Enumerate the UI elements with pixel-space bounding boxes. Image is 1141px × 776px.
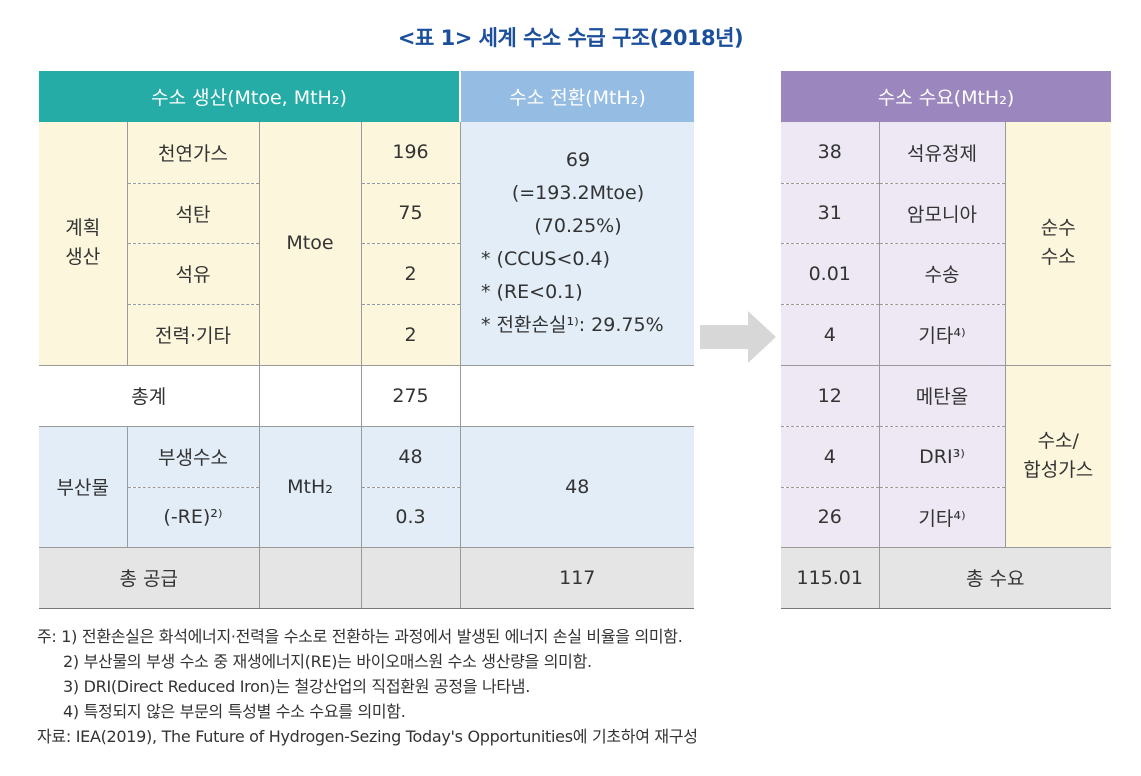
total-demand-value: 115.01: [781, 547, 880, 609]
demand-value: 38: [781, 122, 880, 184]
subtotal-value: 275: [360, 365, 461, 427]
production-source-name: 전력·기타: [126, 304, 260, 366]
demand-header: 수소 수요(MtH₂): [781, 71, 1111, 122]
byproduct-label: 부산물: [39, 426, 128, 548]
table-title: <표 1> 세계 수소 수급 구조(2018년): [397, 26, 744, 50]
byproduct-source-value: 48: [360, 426, 461, 488]
demand-value: 4: [781, 304, 880, 366]
byproduct-unit: MtH₂: [258, 426, 362, 548]
demand-value: 12: [781, 365, 880, 427]
production-header: 수소 생산(Mtoe, MtH₂): [39, 71, 460, 122]
byproduct-conversion-value: 48: [459, 426, 694, 548]
demand-value: 26: [781, 487, 880, 548]
demand-sector: 기타⁴⁾: [878, 487, 1006, 548]
total-demand-label: 총 수요: [878, 547, 1111, 609]
planned-unit: Mtoe: [258, 122, 362, 366]
demand-sector: 수송: [878, 243, 1006, 305]
demand-value: 4: [781, 426, 880, 488]
total-supply-spacer: [360, 547, 461, 609]
source-line: 자료: IEA(2019), The Future of Hydrogen-Se…: [37, 727, 698, 746]
demand-table: 수소 수요(MtH₂) 38 석유정제 순수 수소 31 암모니아 0.01 수송…: [781, 71, 1111, 609]
byproduct-source-value: 0.3: [360, 487, 461, 548]
conversion-header: 수소 전환(MtH₂): [459, 71, 694, 122]
demand-sector: 메탄올: [878, 365, 1006, 427]
conversion-note: * (RE<0.1): [481, 281, 583, 303]
byproduct-source-name: 부생수소: [126, 426, 260, 488]
planned-conversion-cell: [459, 122, 694, 366]
demand-value: 0.01: [781, 243, 880, 305]
demand-sector: DRI³⁾: [878, 426, 1006, 488]
production-source-value: 2: [360, 304, 461, 366]
conversion-note: * 전환손실¹⁾: 29.75%: [481, 314, 664, 336]
production-source-value: 2: [360, 243, 461, 305]
subtotal-label: 총계: [39, 365, 260, 427]
conversion-value: 69: [565, 149, 591, 171]
total-supply-value: 117: [459, 547, 694, 609]
footnote: 4) 특정되지 않은 부문의 특성별 수소 수요를 의미함.: [63, 702, 406, 721]
production-source-name: 석유: [126, 243, 260, 305]
synthetic-gas-label: 수소/합성가스: [1004, 365, 1111, 548]
production-source-name: 석탄: [126, 183, 260, 244]
footnote: 주: 1) 전환손실은 화석에너지·전력을 수소로 전환하는 과정에서 발생된 …: [37, 627, 683, 646]
subtotal-spacer: [258, 365, 362, 427]
conversion-details: 69 (=193.2Mtoe) (70.25%) * (CCUS<0.4) * …: [461, 122, 695, 364]
subtotal-conversion-empty: [459, 365, 694, 427]
total-supply-label: 총 공급: [39, 547, 260, 609]
footnote: 2) 부산물의 부생 수소 중 재생에너지(RE)는 바이오매스원 수소 생산량…: [63, 652, 592, 671]
total-supply-spacer: [258, 547, 362, 609]
pure-hydrogen-label: 순수 수소: [1004, 122, 1111, 366]
production-source-value: 196: [360, 122, 461, 184]
conversion-mtoe: (=193.2Mtoe): [511, 182, 645, 204]
demand-sector: 석유정제: [878, 122, 1006, 184]
demand-sector: 기타⁴⁾: [878, 304, 1006, 366]
conversion-note: * (CCUS<0.4): [481, 248, 611, 270]
planned-production-label: 계획 생산: [39, 122, 128, 366]
supply-table: 수소 생산(Mtoe, MtH₂) 수소 전환(MtH₂) 계획 생산 천연가스 …: [39, 71, 694, 609]
demand-sector: 암모니아: [878, 183, 1006, 244]
demand-value: 31: [781, 183, 880, 244]
footnotes: 주: 1) 전환손실은 화석에너지·전력을 수소로 전환하는 과정에서 발생된 …: [37, 624, 1117, 749]
footnote: 3) DRI(Direct Reduced Iron)는 철강산업의 직접환원 …: [63, 677, 530, 696]
production-source-value: 75: [360, 183, 461, 244]
byproduct-source-name: (-RE)²⁾: [126, 487, 260, 548]
production-source-name: 천연가스: [126, 122, 260, 184]
right-arrow-icon: [700, 311, 776, 363]
conversion-percent: (70.25%): [534, 215, 622, 237]
